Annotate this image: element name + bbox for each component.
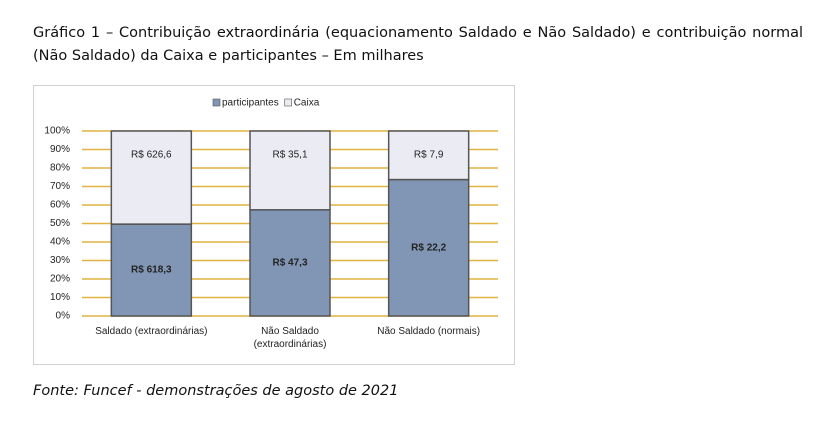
y-tick-label: 40% (50, 237, 70, 248)
y-tick-label: 90% (50, 144, 70, 155)
legend-label: Caixa (294, 98, 320, 109)
source-note: Fonte: Funcef - demonstrações de agosto … (33, 383, 399, 399)
bar-segment (249, 209, 331, 317)
chart: 0% 10% 20% 30% 40% 50% 60% 70% 80% 90% 100% partici… (33, 85, 515, 365)
x-tick-label: Saldado (extraordinárias) (95, 326, 208, 337)
y-tick-label: 20% (50, 274, 70, 285)
y-tick-label: 50% (50, 218, 70, 229)
bar-segment (249, 130, 331, 211)
data-label: R$ 47,3 (272, 258, 307, 269)
y-tick-label: 80% (50, 163, 70, 174)
bar-segment (387, 178, 470, 317)
data-label: R$ 626,6 (131, 150, 172, 161)
legend-label: participantes (222, 98, 279, 109)
y-tick-label: 0% (56, 311, 71, 322)
data-label: R$ 22,2 (411, 242, 446, 253)
y-tick-label: 60% (50, 200, 70, 211)
bar-segment (110, 223, 193, 317)
y-tick-label: 70% (50, 181, 70, 192)
bar-segment (110, 130, 193, 225)
y-tick-label: 10% (50, 292, 70, 303)
bar-segment (387, 130, 470, 181)
chart-frame: 0% 10% 20% 30% 40% 50% 60% 70% 80% 90% 100% partici… (33, 85, 515, 365)
data-label: R$ 618,3 (131, 265, 172, 276)
y-tick-label: 100% (44, 126, 70, 137)
legend-swatch (212, 98, 221, 107)
chart-title: Gráfico 1 – Contribuição extraordinária … (33, 25, 803, 64)
legend-swatch (284, 98, 293, 107)
data-label: R$ 7,9 (414, 150, 444, 161)
x-tick-label: Não Saldado (normais) (377, 326, 481, 337)
y-tick-label: 30% (50, 255, 70, 266)
data-label: R$ 35,1 (272, 150, 307, 161)
x-tick-label: Não Saldado (extraordinárias) (253, 326, 327, 350)
